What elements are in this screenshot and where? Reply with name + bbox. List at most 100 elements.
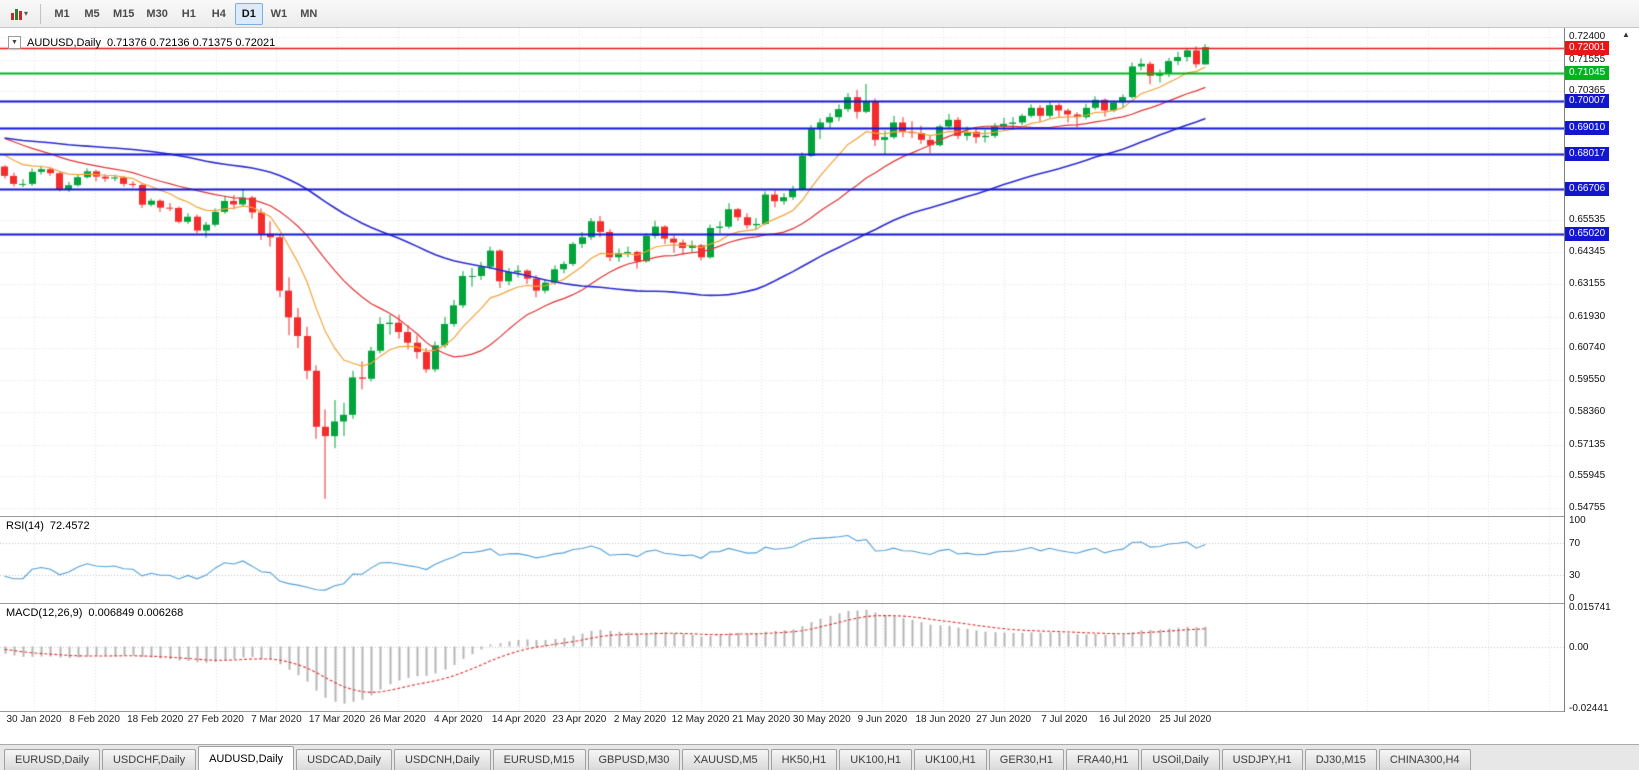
chart-tab-gbpusd-m30[interactable]: GBPUSD,M30 xyxy=(587,749,681,770)
chart-time-axis-separator xyxy=(0,711,1639,712)
chart-tab-uk100-h1[interactable]: UK100,H1 xyxy=(914,749,987,770)
timeframe-buttons: M1 M5 M15 M30 H1 H4 D1 W1 MN xyxy=(47,2,324,25)
rsi-macd-pane-separator[interactable] xyxy=(0,603,1639,604)
price-tick-label: 0.60740 xyxy=(1569,342,1606,354)
hline-price-badge: 0.72001 xyxy=(1565,40,1610,55)
time-axis-label: 16 Jul 2020 xyxy=(1098,714,1151,725)
time-axis-label: 21 May 2020 xyxy=(732,714,791,725)
chart-tab-bar: EURUSD,Daily USDCHF,Daily AUDUSD,Daily USDC… xyxy=(0,744,1639,770)
timeframe-button-mn[interactable]: MN xyxy=(300,7,318,20)
timeframe-toolbar: ▾ M1 M5 M15 M30 H1 H4 D1 W1 MN xyxy=(0,0,1639,28)
price-tick-label: 0.65535 xyxy=(1569,214,1606,226)
time-axis-label: 4 Apr 2020 xyxy=(434,714,483,725)
time-axis-label: 18 Feb 2020 xyxy=(127,714,184,725)
chevron-down-icon: ▾ xyxy=(24,8,29,18)
time-axis-label: 8 Feb 2020 xyxy=(69,714,120,725)
chart-title: ▼ AUDUSD,Daily 0.71376 0.72136 0.71375 0… xyxy=(8,36,275,49)
time-axis-label: 23 Apr 2020 xyxy=(552,714,607,725)
chart-tab-usdcnh-daily[interactable]: USDCNH,Daily xyxy=(394,749,491,770)
price-tick-label: 0.61930 xyxy=(1569,310,1606,322)
rsi-tick-label: 30 xyxy=(1569,569,1581,581)
scroll-up-icon[interactable]: ▲ xyxy=(1622,30,1630,39)
toolbar-separator xyxy=(40,3,42,24)
chart-tab-audusd-daily[interactable]: AUDUSD,Daily xyxy=(198,746,295,770)
time-axis-label: 2 May 2020 xyxy=(613,714,667,725)
timeframe-button-m15[interactable]: M15 xyxy=(113,7,135,20)
time-axis-label: 25 Jul 2020 xyxy=(1159,714,1212,725)
time-axis-label: 30 Jan 2020 xyxy=(6,714,62,725)
timeframe-button-m30[interactable]: M30 xyxy=(146,7,168,20)
price-pane-canvas[interactable] xyxy=(0,28,1564,516)
rsi-indicator-label: RSI(14) 72.4572 xyxy=(6,520,90,532)
time-axis-label: 7 Jul 2020 xyxy=(1041,714,1088,725)
timeframe-button-w1[interactable]: W1 xyxy=(270,7,288,20)
price-tick-label: 0.64345 xyxy=(1569,246,1606,258)
timeframe-button-h1[interactable]: H1 xyxy=(181,7,196,20)
time-axis-label: 12 May 2020 xyxy=(671,714,730,725)
time-axis-label: 9 Jun 2020 xyxy=(857,714,908,725)
chart-tab-eurusd-daily[interactable]: EURUSD,Daily xyxy=(4,749,100,770)
time-axis-label: 26 Mar 2020 xyxy=(369,714,426,725)
chart-tab-usoil-daily[interactable]: USOil,Daily xyxy=(1141,749,1220,770)
timeframe-button-h4[interactable]: H4 xyxy=(211,7,226,20)
candlestick-chart-icon xyxy=(11,8,22,20)
hline-price-badge: 0.66706 xyxy=(1565,182,1610,197)
time-axis-label: 14 Apr 2020 xyxy=(491,714,546,725)
macd-tick-label: 0.00 xyxy=(1569,641,1589,653)
rsi-pane-canvas[interactable] xyxy=(0,517,1564,603)
price-tick-label: 0.72400 xyxy=(1569,31,1606,43)
timeframe-button-m1[interactable]: M1 xyxy=(54,7,70,20)
chart-ohlc-values: 0.71376 0.72136 0.71375 0.72021 xyxy=(106,36,276,49)
macd-pane-canvas[interactable] xyxy=(0,604,1564,711)
macd-values: 0.006849 0.006268 xyxy=(88,607,184,619)
time-axis[interactable]: 30 Jan 2020 8 Feb 2020 18 Feb 2020 27 Feb 2… xyxy=(0,712,1564,730)
price-rsi-pane-separator[interactable] xyxy=(0,516,1639,517)
rsi-tick-label: 70 xyxy=(1569,538,1581,550)
chart-tab-usdchf-daily[interactable]: USDCHF,Daily xyxy=(101,749,197,770)
price-tick-label: 0.54755 xyxy=(1569,502,1606,514)
chart-type-menu-button[interactable]: ▾ xyxy=(5,3,34,25)
price-tick-label: 0.58360 xyxy=(1569,405,1606,417)
rsi-value: 72.4572 xyxy=(49,520,90,532)
chart-tab-xauusd-m5[interactable]: XAUUSD,M5 xyxy=(682,749,769,770)
timeframe-button-m5[interactable]: M5 xyxy=(84,7,100,20)
price-tick-label: 0.57135 xyxy=(1569,438,1606,450)
rsi-tick-label: 0 xyxy=(1569,593,1575,604)
price-tick-label: 0.55945 xyxy=(1569,470,1606,482)
macd-indicator-label: MACD(12,26,9) 0.006849 0.006268 xyxy=(6,607,183,619)
chart-window: ▼ AUDUSD,Daily 0.71376 0.72136 0.71375 0… xyxy=(0,28,1639,730)
hline-price-badge: 0.65020 xyxy=(1565,227,1610,242)
rsi-name: RSI(14) xyxy=(6,520,44,532)
chart-tab-usdcad-daily[interactable]: USDCAD,Daily xyxy=(296,749,393,770)
price-scale[interactable] xyxy=(1564,28,1639,712)
chart-tab-dj30-m15[interactable]: DJ30,M15 xyxy=(1304,749,1377,770)
price-tick-label: 0.71555 xyxy=(1569,53,1606,65)
collapse-chart-icon[interactable]: ▼ xyxy=(8,36,21,49)
time-axis-label: 7 Mar 2020 xyxy=(251,714,302,725)
chart-tab-usdjpy-h1[interactable]: USDJPY,H1 xyxy=(1221,749,1303,770)
timeframe-button-d1[interactable]: D1 xyxy=(234,2,263,25)
hline-price-badge: 0.68017 xyxy=(1565,147,1610,162)
price-tick-label: 0.70365 xyxy=(1569,85,1606,97)
chart-tab-uk100-h1[interactable]: UK100,H1 xyxy=(839,749,913,770)
chart-symbol-label: AUDUSD,Daily xyxy=(27,36,101,49)
chart-tab-fra40-h1[interactable]: FRA40,H1 xyxy=(1065,749,1140,770)
rsi-tick-label: 100 xyxy=(1569,515,1586,526)
chart-tab-eurusd-m15[interactable]: EURUSD,M15 xyxy=(492,749,586,770)
hline-price-badge: 0.69010 xyxy=(1565,120,1610,135)
chart-tab-hk50-h1[interactable]: HK50,H1 xyxy=(770,749,838,770)
price-tick-label: 0.63155 xyxy=(1569,277,1606,289)
time-axis-label: 30 May 2020 xyxy=(792,714,851,725)
hline-price-badge: 0.71045 xyxy=(1565,66,1610,81)
time-axis-label: 18 Jun 2020 xyxy=(915,714,971,725)
price-tick-label: 0.59550 xyxy=(1569,374,1606,386)
macd-tick-label: -0.02441 xyxy=(1569,702,1609,714)
chart-tab-ger30-h1[interactable]: GER30,H1 xyxy=(988,749,1064,770)
chart-tab-china300-h4[interactable]: CHINA300,H4 xyxy=(1378,749,1471,770)
macd-tick-label: 0.015741 xyxy=(1569,602,1611,614)
time-axis-label: 27 Feb 2020 xyxy=(187,714,244,725)
time-axis-label: 17 Mar 2020 xyxy=(308,714,366,725)
macd-name: MACD(12,26,9) xyxy=(6,607,83,619)
time-axis-label: 27 Jun 2020 xyxy=(976,714,1032,725)
